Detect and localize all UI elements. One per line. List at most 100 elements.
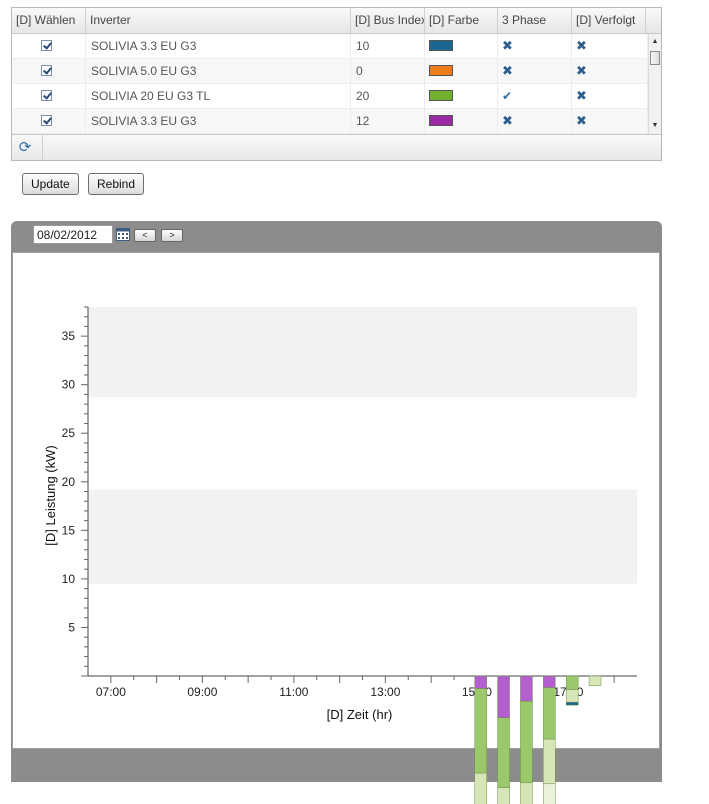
tracked-cell: ✖: [572, 34, 648, 58]
inverter-cell: SOLIVIA 5.0 EU G3: [86, 59, 351, 83]
update-button[interactable]: Update: [22, 173, 79, 195]
chart-bar-segment: [497, 717, 510, 788]
chart-bar-segment: [520, 700, 533, 784]
bus-index-cell: 12: [351, 109, 425, 133]
y-tick-label: 20: [62, 475, 76, 489]
chart-bar-segment: [474, 675, 487, 689]
cross-icon: ✖: [576, 38, 587, 53]
col-header-select[interactable]: [D] Wählen: [12, 8, 86, 33]
tracked-cell: ✖: [572, 84, 648, 108]
col-header-color[interactable]: [D] Farbe: [425, 8, 498, 33]
chart-bar-segment: [543, 687, 556, 740]
select-checkbox[interactable]: [41, 40, 52, 51]
three-phase-cell: ✖: [498, 109, 572, 133]
y-tick-label: 25: [62, 426, 76, 440]
y-tick-label: 5: [68, 620, 75, 634]
chart-bar-segment: [543, 675, 556, 688]
color-swatch[interactable]: [429, 40, 453, 51]
three-phase-cell: ✖: [498, 34, 572, 58]
cross-icon: ✖: [576, 63, 587, 78]
cross-icon: ✖: [502, 63, 513, 78]
select-cell: [12, 109, 86, 133]
table-row[interactable]: SOLIVIA 3.3 EU G3 12 ✖ ✖: [12, 109, 648, 134]
next-day-button[interactable]: >: [161, 229, 183, 242]
x-tick-label: 11:00: [279, 685, 308, 699]
cross-icon: ✖: [576, 88, 587, 103]
col-header-three-phase[interactable]: 3 Phase: [498, 8, 572, 33]
table-row[interactable]: SOLIVIA 5.0 EU G3 0 ✖ ✖: [12, 59, 648, 84]
col-header-tracked[interactable]: [D] Verfolgt: [572, 8, 646, 33]
y-tick-label: 30: [62, 378, 76, 392]
scroll-thumb[interactable]: [650, 51, 660, 65]
grid-footer: ⟳: [12, 134, 661, 160]
y-tick-label: 10: [62, 572, 76, 586]
select-checkbox[interactable]: [41, 115, 52, 126]
three-phase-cell: ✔: [498, 84, 572, 108]
chart-bar-segment: [565, 689, 579, 703]
scroll-down-icon[interactable]: ▼: [651, 122, 659, 129]
cross-icon: ✖: [502, 38, 513, 53]
select-cell: [12, 34, 86, 58]
color-swatch[interactable]: [429, 115, 453, 126]
cross-icon: ✖: [502, 113, 513, 128]
y-axis-label: [D] Leistung (kW): [43, 445, 58, 545]
chart-bar-segment: [520, 782, 533, 804]
three-phase-cell: ✖: [498, 59, 572, 83]
x-tick-label: 07:00: [96, 685, 126, 699]
chart-bar-segment: [520, 675, 533, 702]
color-cell: [425, 84, 498, 108]
plot-band: [88, 489, 637, 584]
bus-index-cell: 0: [351, 59, 425, 83]
bus-index-cell: 10: [351, 34, 425, 58]
color-cell: [425, 34, 498, 58]
color-swatch[interactable]: [429, 90, 453, 101]
y-tick-label: 35: [62, 329, 76, 343]
inverter-cell: SOLIVIA 3.3 EU G3: [86, 34, 351, 58]
chart-bar-segment: [543, 738, 556, 785]
select-checkbox[interactable]: [41, 65, 52, 76]
tracked-cell: ✖: [572, 59, 648, 83]
prev-day-button[interactable]: <: [134, 229, 156, 242]
color-cell: [425, 109, 498, 133]
chart-toolbar: < >: [11, 221, 662, 251]
x-axis-label: [D] Zeit (hr): [327, 707, 393, 722]
chart-bar-segment: [497, 787, 510, 804]
inverter-grid: [D] Wählen Inverter [D] Bus Index [D] Fa…: [11, 7, 662, 161]
footer-divider: [42, 135, 43, 160]
inverter-cell: SOLIVIA 20 EU G3 TL: [86, 84, 351, 108]
rebind-button[interactable]: Rebind: [88, 173, 145, 195]
tracked-cell: ✖: [572, 109, 648, 133]
date-input[interactable]: [33, 225, 113, 244]
plot-band: [88, 307, 637, 398]
refresh-icon[interactable]: ⟳: [18, 139, 32, 156]
chart-bar-segment: [565, 675, 579, 690]
chart-bar-segment: [497, 675, 510, 719]
x-tick-label: 13:00: [370, 685, 400, 699]
scroll-up-icon[interactable]: ▲: [651, 38, 659, 45]
inverter-cell: SOLIVIA 3.3 EU G3: [86, 109, 351, 133]
chart-bar-segment: [588, 675, 602, 686]
bus-index-cell: 20: [351, 84, 425, 108]
select-checkbox[interactable]: [41, 90, 52, 101]
x-tick-label: 09:00: [187, 685, 217, 699]
grid-body: SOLIVIA 3.3 EU G3 10 ✖ ✖ SOLIVIA 5.0 EU G3 0 ✖…: [12, 34, 648, 134]
chart-bar-segment: [474, 688, 487, 774]
select-cell: [12, 59, 86, 83]
chart-bar-segment: [543, 783, 556, 804]
chart-bar-segment: [565, 701, 579, 706]
table-row[interactable]: SOLIVIA 3.3 EU G3 10 ✖ ✖: [12, 34, 648, 59]
col-header-bus-index[interactable]: [D] Bus Index: [351, 8, 425, 33]
cross-icon: ✖: [576, 113, 587, 128]
color-swatch[interactable]: [429, 65, 453, 76]
check-icon: ✔: [502, 89, 513, 103]
color-cell: [425, 59, 498, 83]
table-row[interactable]: SOLIVIA 20 EU G3 TL 20 ✔ ✖: [12, 84, 648, 109]
select-cell: [12, 84, 86, 108]
calendar-icon[interactable]: [116, 228, 130, 241]
col-header-inverter[interactable]: Inverter: [86, 8, 351, 33]
grid-header: [D] Wählen Inverter [D] Bus Index [D] Fa…: [12, 8, 661, 34]
grid-scrollbar[interactable]: ▲ ▼: [648, 34, 661, 134]
y-tick-label: 15: [62, 523, 76, 537]
chart-bar-segment: [474, 772, 487, 804]
